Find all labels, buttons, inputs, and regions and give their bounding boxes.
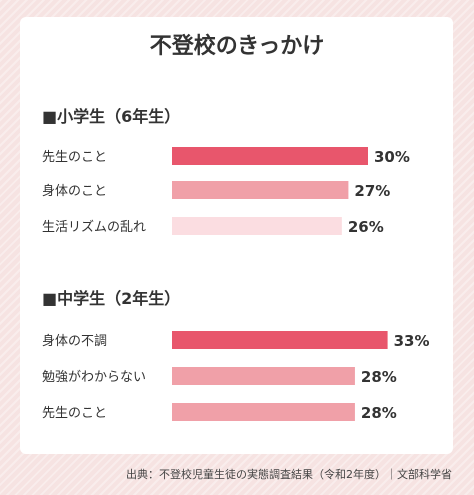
bar [172,147,368,165]
value-label: 28% [361,404,397,422]
chart-title: 不登校のきっかけ [149,34,325,59]
bar [172,181,349,199]
value-label: 26% [348,218,384,236]
category-label: 身体の不調 [42,333,107,349]
bar [172,403,355,421]
category-label: 先生のこと [42,150,107,165]
value-label: 28% [361,368,397,386]
value-label: 30% [374,148,410,166]
category-label: 先生のこと [42,406,107,421]
category-label: 生活リズムの乱れ [42,219,146,235]
value-label: 33% [394,332,430,350]
category-label: 身体のこと [42,183,107,199]
category-label: 勉強がわからない [42,370,146,385]
bar [172,331,388,349]
value-label: 27% [354,182,390,200]
bar [172,367,355,385]
source-note: 出典：不登校児童生徒の実態調査結果（令和2年度）｜文部科学省 [126,468,452,481]
bar [172,217,342,235]
group-heading-1: ■中学生（2年生） [42,289,180,308]
group-heading-0: ■小学生（6年生） [42,107,180,126]
